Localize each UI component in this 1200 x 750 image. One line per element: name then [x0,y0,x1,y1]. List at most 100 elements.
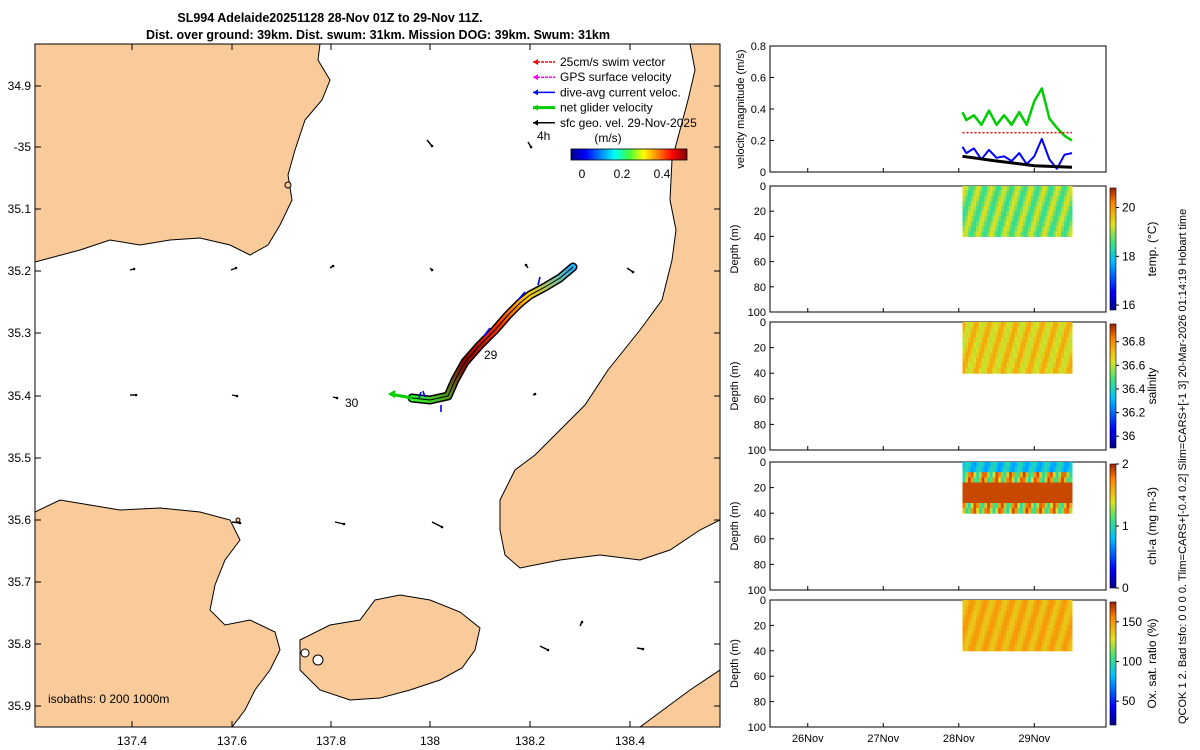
profile-data-cell [1009,191,1013,197]
map-y-tick-label: 35.3 [8,326,32,340]
profile-data-cell [984,352,988,359]
profile-data-cell [1044,216,1048,222]
profile-data-cell [1058,352,1062,359]
velocity-y-label: velocity magnitude (m/s) [735,49,747,168]
profile-data-cell [1014,472,1018,478]
profile-data-cell [965,630,969,637]
profile-data-cell [1069,363,1073,369]
profile-data-cell [987,226,991,232]
profile-data-cell [1066,368,1070,374]
profile-data-cell [1033,610,1037,616]
profile-data-cell [992,322,996,328]
profile-data-cell [1022,337,1026,343]
profile-data-cell [1011,620,1015,626]
profile-data-cell [1033,630,1037,637]
profile-data-cell [1014,615,1018,621]
profile-data-cell [965,327,969,333]
profile-data-cell [1050,337,1054,343]
profile-data-cell [1058,186,1062,192]
profile-data-cell [987,332,991,338]
profile-data-cell [1044,615,1048,621]
profile-data-cell [1028,640,1032,647]
profile-data-cell [979,635,983,642]
profile-data-cell [998,645,1002,652]
profile-data-cell [1000,630,1005,637]
profile-colorbar-tick-label: 50 [1122,694,1136,708]
profile-data-cell [1044,467,1048,473]
profile-data-cell [1063,497,1067,504]
profile-data-cell [1041,322,1046,328]
profile-data-cell [1066,492,1070,499]
map-colorbar [570,148,688,161]
profile-data-cell [1031,482,1035,489]
profile-data-cell [1009,487,1013,494]
geo-velocity-arrowhead [235,394,239,398]
profile-data-cell [1011,191,1015,197]
profile-data-cell [1033,615,1037,621]
profile-data-cell [984,337,988,343]
profile-data-cell [1055,201,1059,207]
profile-data-cell [1047,322,1051,328]
profile-data-cell [1033,342,1037,349]
profile-data-cell [1033,322,1037,328]
profile-data-cell [1025,363,1029,369]
profile-data-cell [1014,226,1018,232]
profile-data-cell [1028,186,1032,192]
profile-data-cell [1009,640,1013,647]
profile-data-cell [1066,635,1070,642]
profile-data-cell [995,186,999,192]
profile-data-cell [1009,327,1013,333]
profile-data-cell [965,462,969,468]
profile-data-cell [962,508,966,514]
profile-data-cell [976,347,980,354]
map-y-tick-label: 35.9 [8,699,32,713]
legend-arrowhead [533,74,538,81]
profile-data-cell [979,615,983,621]
profile-data-cell [981,368,985,374]
profile-data-cell [992,645,996,652]
profile-data-cell [992,342,996,349]
profile-data-cell [965,322,969,328]
velocity-axes-box [769,45,1107,173]
profile-data-cell [984,487,988,494]
profile-data-cell [992,497,996,504]
profile-data-cell [1022,322,1026,328]
profile-data-cell [970,357,974,364]
profile-data-cell [1050,191,1054,197]
profile-data-cell [981,186,985,192]
map-x-tick-label: 137.6 [217,734,247,748]
profile-data-cell [984,201,988,207]
profile-data-cell [1028,352,1032,359]
profile-data-cell [981,497,985,504]
profile-data-cell [962,186,966,192]
velocity-y-tick-label: 0.6 [751,73,766,85]
profile-data-cell [1009,196,1013,202]
profile-data-cell [1055,477,1059,483]
profile-data-cell [987,630,991,637]
profile-data-cell [976,605,980,611]
profile-data-cell [968,368,972,374]
profile-data-cell [1050,600,1054,606]
profile-data-cell [1031,477,1035,483]
profile-data-cell [998,342,1002,349]
profile-data-cell [970,352,974,359]
profile-data-cell [1011,221,1015,227]
profile-data-cell [1044,482,1048,489]
profile-data-cell [1044,610,1048,616]
profile-data-cell [1058,327,1062,333]
profile-data-cell [1047,487,1051,494]
profile-data-cell [1069,216,1073,222]
profile-y-tick-label: 80 [754,419,766,431]
profile-data-cell [970,347,974,354]
profile-data-cell [1017,221,1021,227]
profile-data-cell [984,211,988,217]
profile-data-cell [1061,221,1065,227]
profile-colorbar-tick-label: 36.8 [1122,335,1146,349]
profile-data-cell [1011,487,1015,494]
profile-data-cell [968,610,972,616]
profile-data-cell [962,625,966,631]
profile-data-cell [962,492,966,499]
profile-data-cell [1044,191,1048,197]
profile-data-cell [987,352,991,359]
profile-data-cell [1036,610,1040,616]
